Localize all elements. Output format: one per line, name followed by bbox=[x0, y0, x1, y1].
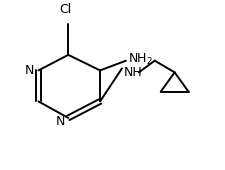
Text: NH$_2$: NH$_2$ bbox=[127, 52, 152, 67]
Text: Cl: Cl bbox=[59, 3, 71, 16]
Text: N: N bbox=[25, 64, 34, 77]
Text: NH: NH bbox=[123, 66, 142, 79]
Text: N: N bbox=[56, 115, 65, 128]
